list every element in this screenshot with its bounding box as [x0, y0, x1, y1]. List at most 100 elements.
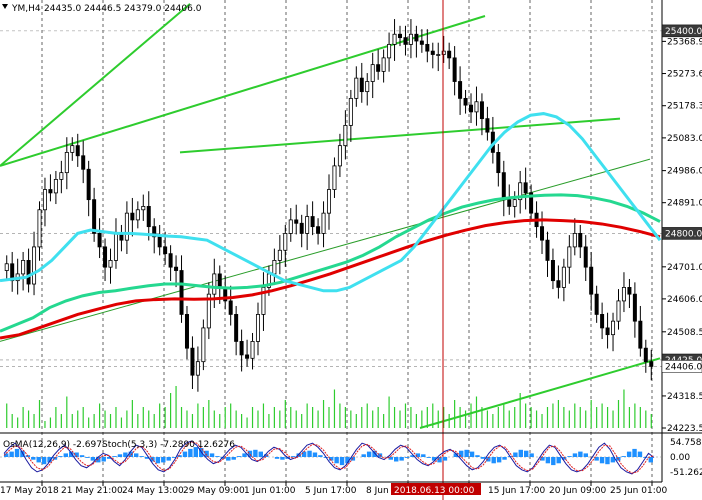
ohlc-readout: 24435.0 24446.5 24379.0 24406.0: [44, 4, 202, 14]
candle-body: [578, 233, 583, 248]
candle-body: [283, 233, 288, 251]
candle-body: [611, 320, 616, 336]
osma-bar: [106, 457, 112, 459]
candle-body: [32, 246, 37, 285]
y-tick-label: 25178.3: [667, 102, 702, 112]
candle-body: [632, 293, 637, 322]
osma-bar: [236, 456, 242, 457]
osma-bar: [561, 457, 567, 460]
osma-bar: [85, 457, 90, 458]
candle-body: [103, 246, 108, 268]
y-tick-label: 25368.9: [667, 37, 702, 47]
osma-bar: [399, 457, 404, 461]
osma-bar: [123, 452, 128, 457]
osma-bar: [58, 456, 63, 457]
osma-bar: [572, 453, 578, 457]
osma-bar: [556, 457, 561, 464]
candle-body: [540, 226, 545, 241]
candle-body: [316, 226, 321, 234]
osma-bar: [415, 453, 421, 457]
x-tick-label: 1 Jun 01:00: [244, 486, 296, 496]
candle-body: [10, 263, 15, 282]
osma-bar: [101, 457, 106, 462]
x-tick-label: 24 May 13:00: [122, 486, 184, 496]
candle-body: [174, 266, 179, 271]
candle-body: [130, 212, 135, 221]
osma-bar: [117, 454, 123, 457]
price-axis: 25368.9 25273.6 25178.3 25083.0 24986.0 24891…: [662, 37, 702, 434]
stoch-signal-line: [3, 441, 655, 474]
osma-bar: [128, 451, 133, 457]
candle-body: [458, 81, 463, 99]
osma-bar: [182, 451, 188, 457]
osma-bar: [193, 447, 198, 457]
collapse-triangle-icon[interactable]: [2, 4, 8, 9]
osma-bar: [410, 455, 415, 457]
candle-body: [649, 361, 654, 367]
y-tick-label: 25083.0: [667, 134, 702, 144]
price-tag-box: [661, 227, 702, 240]
osma-bar: [599, 457, 605, 464]
osma-bar: [361, 454, 366, 457]
osma-bar: [648, 457, 653, 463]
osma-bar: [161, 457, 166, 463]
candle-body: [589, 266, 594, 295]
osma-bar: [96, 457, 101, 463]
y-tick-label: 24891.0: [667, 199, 702, 209]
osma-bar: [9, 451, 14, 457]
candle-body: [501, 172, 506, 201]
candle-body: [594, 293, 599, 315]
osma-bar: [453, 453, 458, 457]
x-tick-label: 5 Jun 17:00: [305, 486, 357, 496]
y-tick-label: 24318.5: [667, 392, 702, 402]
moving-averages: [0, 112, 662, 340]
candle-body: [419, 40, 424, 45]
candle-body: [447, 50, 452, 59]
ma-slow-line: [0, 218, 661, 340]
osma-bar: [372, 450, 377, 457]
osma-bar: [388, 457, 393, 460]
price-tag-label: 24406.0: [665, 362, 702, 372]
osma-bar: [404, 457, 410, 458]
osma-bar: [139, 456, 144, 457]
candle-body: [86, 168, 91, 201]
osma-bar: [524, 450, 529, 457]
osma-bar: [551, 457, 556, 466]
candle-body: [583, 246, 588, 268]
x-tick-label: 29 May 09:00: [183, 486, 245, 496]
candle-body: [168, 253, 173, 268]
candle-body: [638, 320, 643, 349]
candle-body: [436, 54, 441, 56]
price-tag-label: 25400.0: [665, 27, 702, 37]
candle-body: [469, 104, 474, 113]
x-tick-label: 17 May 2018: [0, 486, 59, 496]
candle-body: [479, 101, 484, 120]
indicator-tick-label: 54.758: [670, 438, 702, 448]
candle-body: [245, 354, 250, 359]
candle-body: [507, 199, 512, 207]
candle-body: [398, 33, 403, 39]
osma-bar: [394, 457, 399, 462]
osma-bar: [63, 453, 68, 457]
osma-bar: [567, 456, 572, 457]
osma-bar: [258, 451, 263, 457]
osma-bar: [459, 450, 464, 457]
symbol-label: YM,H4: [11, 4, 41, 14]
osma-bar: [610, 457, 616, 463]
candle-body: [430, 50, 435, 55]
candle-body: [310, 216, 315, 228]
osma-bar: [578, 451, 583, 457]
candle-body: [26, 260, 31, 285]
osma-bar: [464, 449, 469, 457]
candle-body: [441, 50, 446, 55]
candle-body: [37, 209, 42, 248]
time-axis: 17 May 2018 21 May 21:00 24 May 13:00 29 Ma…: [0, 482, 667, 496]
candle-body: [463, 97, 468, 106]
candle-body: [545, 239, 550, 261]
candle-body: [108, 260, 113, 268]
osma-bar: [204, 450, 209, 457]
candle-body: [59, 172, 64, 180]
osma-bar: [215, 456, 220, 457]
